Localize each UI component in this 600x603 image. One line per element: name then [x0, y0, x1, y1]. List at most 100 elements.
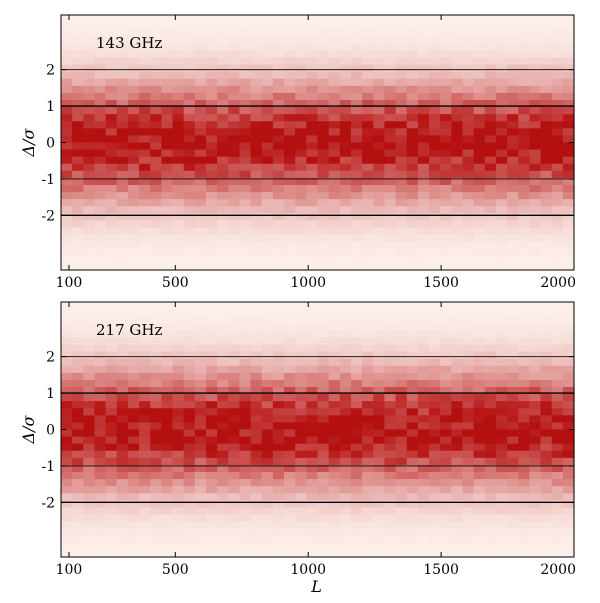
heatmap-cell — [462, 316, 475, 324]
heatmap-cell — [562, 429, 575, 438]
heatmap-cell — [484, 521, 497, 530]
heatmap-cell — [306, 57, 319, 66]
heatmap-cell — [205, 500, 218, 509]
heatmap-cell — [562, 316, 575, 324]
heatmap-cell — [72, 457, 84, 466]
heatmap-cell — [451, 100, 464, 108]
heatmap-cell — [328, 486, 341, 494]
heatmap-cell — [406, 71, 419, 80]
heatmap-cell — [518, 227, 530, 236]
heatmap-cell — [172, 114, 185, 122]
heatmap-cell — [473, 199, 486, 207]
heatmap-cell — [217, 316, 229, 324]
heatmap-cell — [116, 15, 129, 23]
heatmap-cell — [116, 379, 129, 388]
heatmap-cell — [339, 401, 352, 409]
heatmap-cell — [350, 549, 363, 558]
heatmap-cell — [417, 379, 430, 388]
heatmap-cell — [484, 372, 497, 381]
heatmap-cell — [127, 149, 140, 158]
heatmap-cell — [295, 220, 307, 229]
heatmap-cell — [150, 436, 162, 445]
heatmap-cell — [373, 365, 386, 374]
heatmap-cell — [83, 323, 96, 331]
heatmap-cell — [250, 15, 263, 23]
heatmap-cell — [127, 121, 140, 129]
heatmap-cell — [72, 156, 84, 165]
heatmap-cell — [328, 408, 341, 416]
heatmap-cell — [451, 365, 464, 374]
heatmap-cell — [239, 92, 252, 101]
heatmap-cell — [562, 163, 575, 172]
heatmap-cell — [139, 177, 151, 186]
heatmap-cell — [350, 479, 363, 487]
heatmap-cell — [406, 149, 419, 158]
heatmap-cell — [72, 535, 84, 544]
heatmap-cell — [451, 135, 464, 144]
heatmap-cell — [440, 206, 452, 214]
heatmap-cell — [217, 29, 229, 37]
heatmap-cell — [94, 100, 107, 108]
heatmap-cell — [261, 372, 274, 381]
heatmap-cell — [462, 92, 475, 101]
heatmap-cell — [139, 128, 151, 137]
heatmap-cell — [440, 85, 452, 94]
heatmap-cell — [183, 170, 196, 179]
heatmap-cell — [384, 262, 397, 271]
heatmap-cell — [239, 149, 252, 158]
heatmap-cell — [295, 408, 307, 416]
heatmap-cell — [217, 92, 229, 101]
heatmap-cell — [462, 372, 475, 381]
heatmap-cell — [362, 358, 374, 367]
heatmap-cell — [150, 128, 162, 137]
heatmap-cell — [272, 394, 285, 402]
heatmap-cell — [384, 220, 397, 229]
heatmap-cell — [261, 309, 274, 317]
heatmap-cell — [116, 142, 129, 151]
heatmap-cell — [362, 479, 374, 487]
heatmap-cell — [451, 415, 464, 424]
heatmap-cell — [284, 344, 296, 353]
heatmap-cell — [250, 121, 263, 129]
heatmap-cell — [61, 100, 73, 108]
heatmap-cell — [406, 436, 419, 445]
heatmap-cell — [61, 422, 73, 431]
heatmap-cell — [261, 450, 274, 459]
heatmap-cell — [417, 422, 430, 431]
heatmap-cell — [105, 227, 118, 236]
heatmap-cell — [94, 387, 107, 395]
heatmap-cell — [217, 302, 229, 310]
heatmap-cell — [373, 185, 386, 193]
heatmap-cell — [306, 107, 319, 115]
heatmap-cell — [105, 199, 118, 207]
heatmap-cell — [161, 107, 174, 115]
heatmap-cell — [328, 493, 341, 501]
heatmap-cell — [484, 500, 497, 509]
heatmap-cell — [484, 330, 497, 339]
heatmap-cell — [272, 22, 285, 30]
heatmap-cell — [395, 128, 408, 137]
heatmap-cell — [562, 36, 575, 44]
heatmap-cell — [451, 234, 464, 243]
heatmap-cell — [507, 248, 519, 257]
heatmap-cell — [362, 365, 374, 374]
heatmap-cell — [328, 85, 341, 94]
heatmap-cell — [205, 450, 218, 459]
heatmap-cell — [194, 114, 207, 122]
heatmap-cell — [161, 262, 174, 271]
heatmap-cell — [518, 401, 530, 409]
heatmap-cell — [495, 234, 508, 243]
heatmap-cell — [429, 50, 441, 59]
heatmap-cell — [194, 262, 207, 271]
heatmap-cell — [339, 262, 352, 271]
heatmap-cell — [306, 457, 319, 466]
heatmap-cell — [317, 422, 330, 431]
heatmap-cell — [473, 241, 486, 250]
heatmap-cell — [139, 394, 151, 402]
heatmap-cell — [139, 450, 151, 459]
heatmap-cell — [395, 535, 408, 544]
heatmap-cell — [284, 372, 296, 381]
heatmap-cell — [373, 234, 386, 243]
heatmap-cell — [429, 227, 441, 236]
